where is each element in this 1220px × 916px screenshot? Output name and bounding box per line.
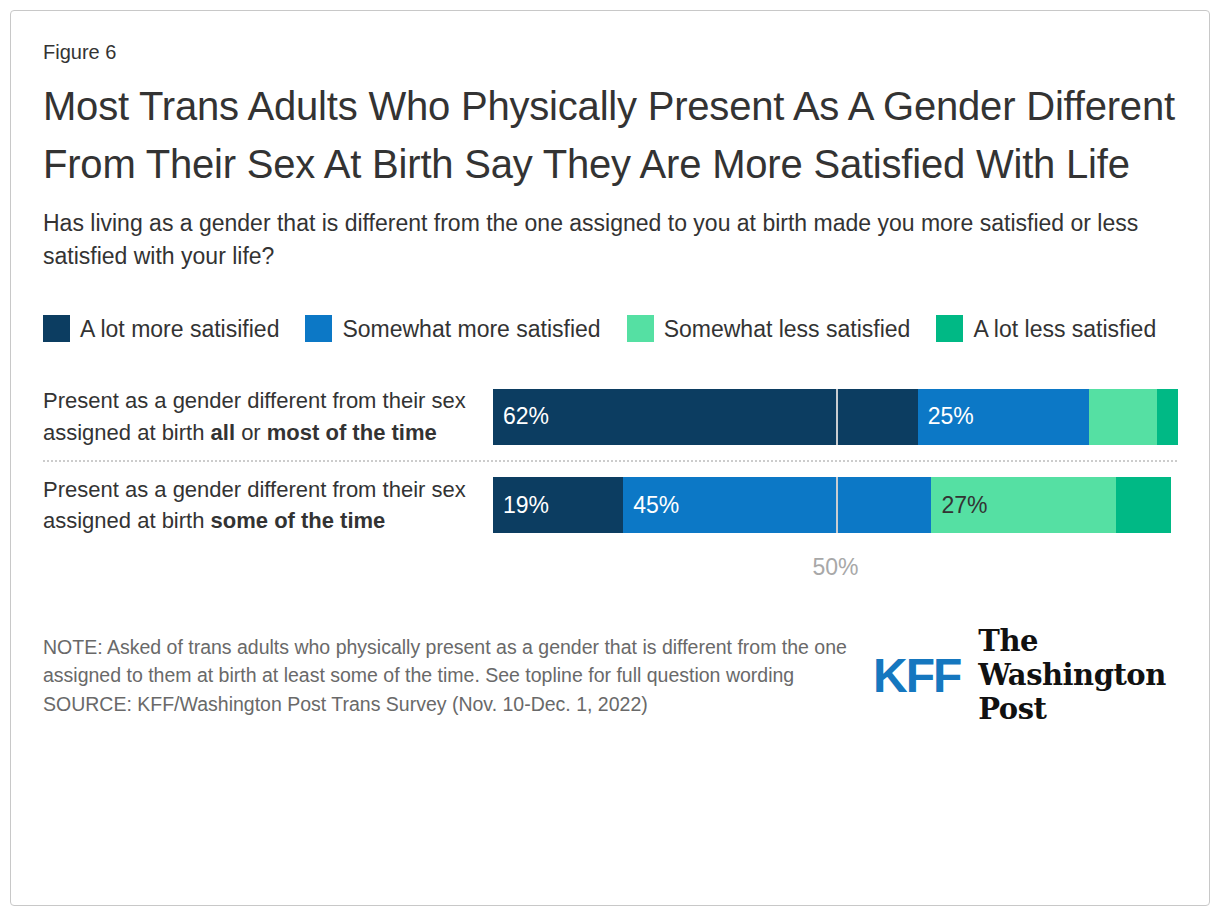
legend-swatch [305, 315, 332, 342]
x-axis: 50% [43, 554, 1177, 584]
figure-label: Figure 6 [43, 41, 1177, 64]
bar-segment: 25% [918, 389, 1089, 445]
legend-label: A lot more satisified [80, 316, 279, 342]
legend-item: Somewhat less satisfied [627, 316, 911, 342]
bar-segment [1089, 389, 1158, 445]
axis-tick-label-50: 50% [812, 554, 858, 581]
chart-row: Present as a gender different from their… [43, 373, 1177, 459]
legend: A lot more satisified Somewhat more satis… [43, 309, 1177, 350]
bar-segment: 45% [623, 477, 931, 533]
gridline-50 [836, 477, 838, 533]
page-title: Most Trans Adults Who Physically Present… [43, 78, 1177, 193]
legend-item: A lot less satisfied [936, 316, 1156, 342]
bar-area: 19% 45% 27% [493, 477, 1178, 533]
gridline-50 [836, 389, 838, 445]
legend-item: Somewhat more satisfied [305, 316, 600, 342]
row-label: Present as a gender different from their… [43, 474, 493, 536]
bar-segment [1116, 477, 1171, 533]
chart-row: Present as a gender different from their… [43, 462, 1177, 548]
bar-segment: 19% [493, 477, 623, 533]
kff-logo: KFF [873, 648, 960, 703]
footnotes: NOTE: Asked of trans adults who physical… [43, 633, 873, 718]
bar-segment-label: 62% [493, 403, 549, 430]
row-label: Present as a gender different from their… [43, 385, 493, 447]
logos: KFF The Washington Post [873, 624, 1177, 726]
bar-segment-label: 45% [623, 492, 679, 519]
legend-label: Somewhat more satisfied [342, 316, 600, 342]
bar-segment: 62% [493, 389, 918, 445]
chart-question-subtitle: Has living as a gender that is different… [43, 207, 1177, 272]
chart-rows: Present as a gender different from their… [43, 373, 1177, 548]
bar-segment [1157, 389, 1178, 445]
legend-swatch [43, 315, 70, 342]
row-label-bold-part: all [211, 420, 235, 445]
bar-segment-label: 27% [931, 492, 987, 519]
legend-label: Somewhat less satisfied [664, 316, 911, 342]
bar-segment-label: 19% [493, 492, 549, 519]
axis-spacer [43, 554, 493, 584]
row-label-bold-part: most of the time [267, 420, 437, 445]
chart: Present as a gender different from their… [43, 373, 1177, 584]
washington-post-logo: The Washington Post [978, 624, 1169, 726]
source-text: SOURCE: KFF/Washington Post Trans Survey… [43, 690, 873, 718]
row-label-part: or [235, 420, 267, 445]
bar-segment: 27% [931, 477, 1116, 533]
legend-swatch [936, 315, 963, 342]
legend-swatch [627, 315, 654, 342]
note-text: NOTE: Asked of trans adults who physical… [43, 633, 858, 690]
row-label-bold-part: some of the time [211, 508, 386, 533]
bar-area: 62% 25% [493, 389, 1178, 445]
legend-item: A lot more satisified [43, 316, 279, 342]
axis-area: 50% [493, 554, 1178, 584]
bar-segment-label: 25% [918, 403, 974, 430]
legend-label: A lot less satisfied [973, 316, 1156, 342]
footer: NOTE: Asked of trans adults who physical… [43, 624, 1177, 726]
figure-card: Figure 6 Most Trans Adults Who Physicall… [10, 10, 1210, 906]
